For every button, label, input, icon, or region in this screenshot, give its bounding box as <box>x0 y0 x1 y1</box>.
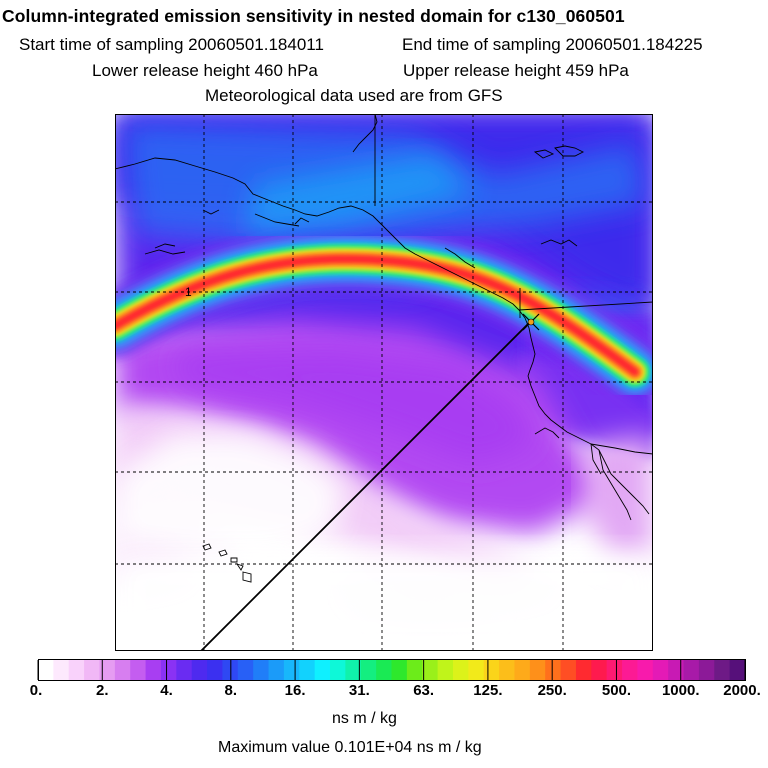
plot-title: Column-integrated emission sensitivity i… <box>2 6 625 26</box>
color-scale-cell <box>698 660 715 680</box>
color-scale-tick-label: 250. <box>537 682 567 699</box>
color-scale-tick-label: 2. <box>96 682 109 699</box>
color-scale-cell <box>652 660 669 680</box>
flight-track-line <box>200 321 531 651</box>
lower-release-height: Lower release height 460 hPa <box>92 61 318 80</box>
color-scale-tick-label: 500. <box>601 682 632 699</box>
color-scale-cell <box>99 660 116 680</box>
release-marker-label: 1 <box>185 285 192 299</box>
sampling-end-time: End time of sampling 20060501.184225 <box>402 35 703 54</box>
color-scale-tick-label: 2000. <box>723 682 761 699</box>
color-scale-cell <box>145 660 162 680</box>
color-scale-cell <box>637 660 654 680</box>
color-scale-cell <box>406 660 423 680</box>
color-scale-tick-label: 1000. <box>661 682 700 699</box>
coastlines <box>115 114 650 521</box>
color-scale-tick-label: 63. <box>413 682 435 699</box>
sensitivity-map: 1 <box>115 114 653 651</box>
color-scale-cell <box>452 660 469 680</box>
color-scale-cell <box>422 660 439 680</box>
color-scale-cell <box>84 660 100 680</box>
color-scale-cell <box>668 660 685 680</box>
color-scale-cell <box>729 660 746 680</box>
color-scale-tick-label: 0. <box>29 682 43 699</box>
color-scale-cell <box>391 660 408 680</box>
color-scale-cell <box>514 660 531 680</box>
color-scale-cell <box>314 660 331 680</box>
color-scale-cell <box>207 660 223 680</box>
political-borders <box>374 114 653 475</box>
color-scale-cell <box>130 660 147 680</box>
color-scale-cell <box>575 660 592 680</box>
color-scale-tick-label: 8. <box>224 682 238 699</box>
color-scale-cell <box>529 660 546 680</box>
color-scale-cell <box>160 660 177 680</box>
color-scale-cell <box>68 660 85 680</box>
color-scale-border <box>38 659 746 681</box>
color-scale-tick-label: 125. <box>473 682 503 699</box>
color-scale-cell <box>714 660 731 680</box>
color-scale-tick-label: 4. <box>160 682 173 699</box>
color-scale-cell <box>268 660 285 680</box>
map-panel: 1 <box>115 114 653 651</box>
color-scale-cell <box>560 660 577 680</box>
color-scale-cell <box>437 660 454 680</box>
sensitivity-field <box>115 114 653 651</box>
color-scale-cell <box>191 660 208 680</box>
color-scale-tick-label: 16. <box>284 682 306 699</box>
color-scale-cell <box>468 660 485 680</box>
release-point-marker <box>522 313 540 331</box>
color-scale-cell <box>483 660 500 680</box>
color-scale-cell <box>253 660 270 680</box>
sampling-start-time: Start time of sampling 20060501.184011 <box>19 35 324 54</box>
color-scale-tick-label: 31. <box>348 682 370 699</box>
color-scale-cell <box>330 660 346 680</box>
color-scale-cell <box>591 660 608 680</box>
color-scale-cell <box>299 660 316 680</box>
color-scale-cell <box>237 660 254 680</box>
color-scale-cell <box>683 660 700 680</box>
color-scale-cell <box>114 660 131 680</box>
color-scale-cell <box>499 660 515 680</box>
met-data-source: Meteorological data used are from GFS <box>205 86 503 105</box>
upper-release-height: Upper release height 459 hPa <box>403 61 629 80</box>
color-scale-cell <box>222 660 239 680</box>
color-scale-cell <box>360 660 377 680</box>
color-scale-cell <box>176 660 193 680</box>
color-scale-cell <box>345 660 362 680</box>
color-scale-cell <box>545 660 562 680</box>
color-scale-cell <box>606 660 623 680</box>
hawaii-islands <box>202 543 252 583</box>
color-scale-cell <box>283 660 300 680</box>
map-border <box>115 114 653 651</box>
color-scale-cell <box>622 660 638 680</box>
color-scale-units: ns m / kg <box>332 710 397 727</box>
color-scale-cell <box>38 660 54 680</box>
color-scale-cell <box>53 660 70 680</box>
maximum-value-text: Maximum value 0.101E+04 ns m / kg <box>218 739 482 756</box>
color-scale-cell <box>376 660 392 680</box>
